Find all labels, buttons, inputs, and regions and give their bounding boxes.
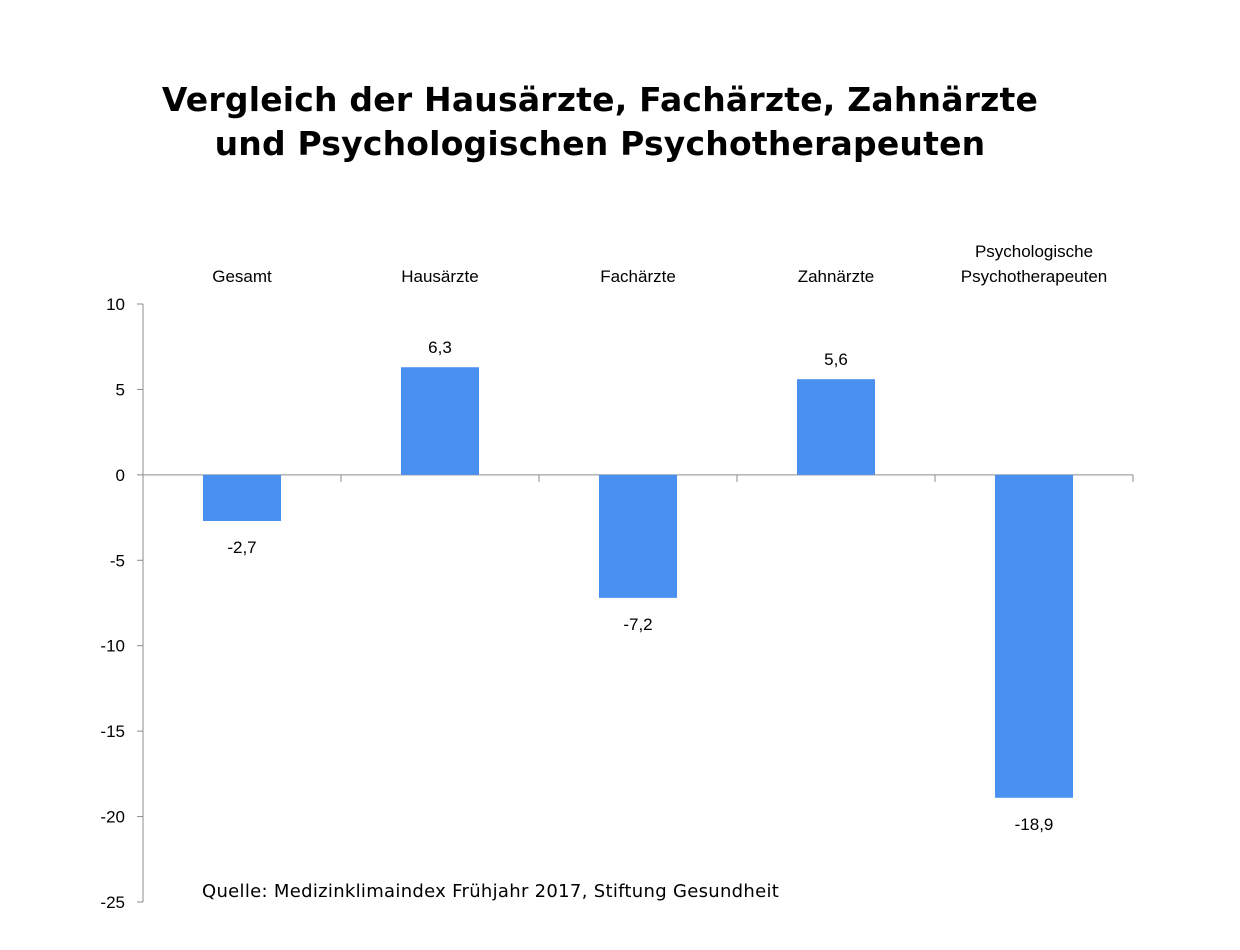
- value-labels: -2,7 6,3 -7,2 5,6 -18,9: [227, 338, 1053, 834]
- chart-title: Vergleich der Hausärzte, Fachärzte, Zahn…: [0, 78, 1200, 166]
- data-label: 6,3: [428, 338, 452, 357]
- chart-title-line-1: Vergleich der Hausärzte, Fachärzte, Zahn…: [161, 80, 1039, 119]
- category-label: Psychotherapeuten: [961, 267, 1108, 286]
- source-note: Quelle: Medizinklimaindex Frühjahr 2017,…: [202, 881, 780, 902]
- category-labels: Gesamt Hausärzte Fachärzte Zahnärzte Psychol…: [212, 242, 1107, 286]
- data-label: 5,6: [824, 350, 848, 369]
- bar: [401, 367, 479, 475]
- y-tick-label: -5: [110, 551, 125, 570]
- y-tick-label: -10: [100, 637, 125, 656]
- chart-title-line-2: und Psychologischen Psychotherapeuten: [214, 124, 986, 163]
- data-label: -18,9: [1015, 815, 1054, 834]
- bar: [995, 474, 1073, 798]
- category-label: Zahnärzte: [798, 267, 875, 286]
- y-tick-label: -20: [100, 808, 125, 827]
- y-tick-label: -25: [100, 893, 125, 912]
- bars: [203, 367, 1073, 798]
- category-label: Psychologische: [975, 242, 1093, 261]
- bar: [203, 474, 281, 521]
- category-label: Gesamt: [212, 267, 272, 286]
- data-label: -2,7: [227, 538, 256, 557]
- y-tick-label: 5: [116, 380, 125, 399]
- bar: [797, 379, 875, 475]
- category-label: Hausärzte: [401, 267, 478, 286]
- category-label: Fachärzte: [600, 267, 676, 286]
- data-label: -7,2: [623, 615, 652, 634]
- y-tick-label: -15: [100, 722, 125, 741]
- y-axis: 10 5 0 -5 -10 -15 -20 -25: [100, 295, 144, 912]
- y-tick-label: 0: [116, 466, 125, 485]
- bar: [599, 474, 677, 598]
- y-tick-label: 10: [106, 295, 125, 314]
